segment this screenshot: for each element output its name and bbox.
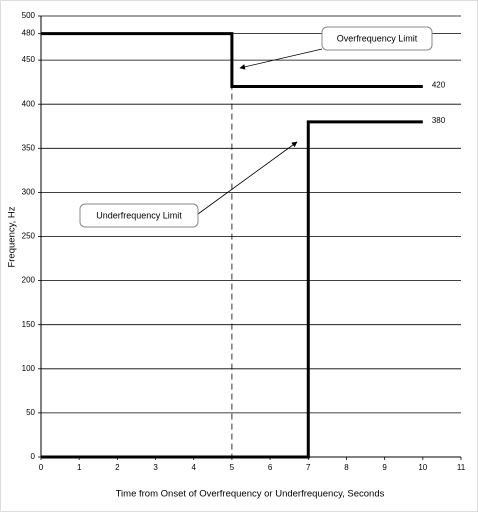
x-tick-label: 0 <box>39 463 44 472</box>
annotation: Overfrequency Limit <box>337 33 418 43</box>
data-label: 420 <box>432 81 446 90</box>
x-tick-label: 6 <box>268 463 273 472</box>
y-tick-label: 50 <box>26 408 35 417</box>
y-axis-label: Frequency, Hz <box>7 206 18 267</box>
x-tick-label: 5 <box>230 463 235 472</box>
x-tick-label: 10 <box>418 463 427 472</box>
x-tick-label: 4 <box>192 463 197 472</box>
data-label: 380 <box>432 116 446 125</box>
y-tick-label: 500 <box>22 11 36 20</box>
annotation: Underfrequency Limit <box>96 210 182 220</box>
y-tick-label: 200 <box>22 276 36 285</box>
x-tick-label: 9 <box>382 463 387 472</box>
y-tick-label: 350 <box>22 143 36 152</box>
y-tick-label: 300 <box>22 188 36 197</box>
y-tick-label: 0 <box>31 452 36 461</box>
y-tick-label: 250 <box>22 232 36 241</box>
x-tick-label: 3 <box>153 463 158 472</box>
y-tick-label: 100 <box>22 364 36 373</box>
annotation-box <box>79 203 199 228</box>
x-tick-label: 8 <box>344 463 349 472</box>
arrow <box>197 141 298 215</box>
y-tick-label: 450 <box>22 55 36 64</box>
series-line <box>41 32 423 89</box>
annotation-box <box>321 26 433 51</box>
y-tick-label: 480 <box>22 29 36 38</box>
series-line <box>41 120 423 459</box>
x-tick-label: 1 <box>77 463 82 472</box>
x-axis-label: Time from Onset of Overfrequency or Unde… <box>116 489 385 500</box>
y-tick-label: 150 <box>22 320 36 329</box>
x-tick-label: 7 <box>306 463 311 472</box>
arrow <box>239 48 323 70</box>
x-tick-label: 2 <box>115 463 120 472</box>
y-tick-label: 400 <box>22 99 36 108</box>
x-tick-label: 11 <box>457 463 466 472</box>
